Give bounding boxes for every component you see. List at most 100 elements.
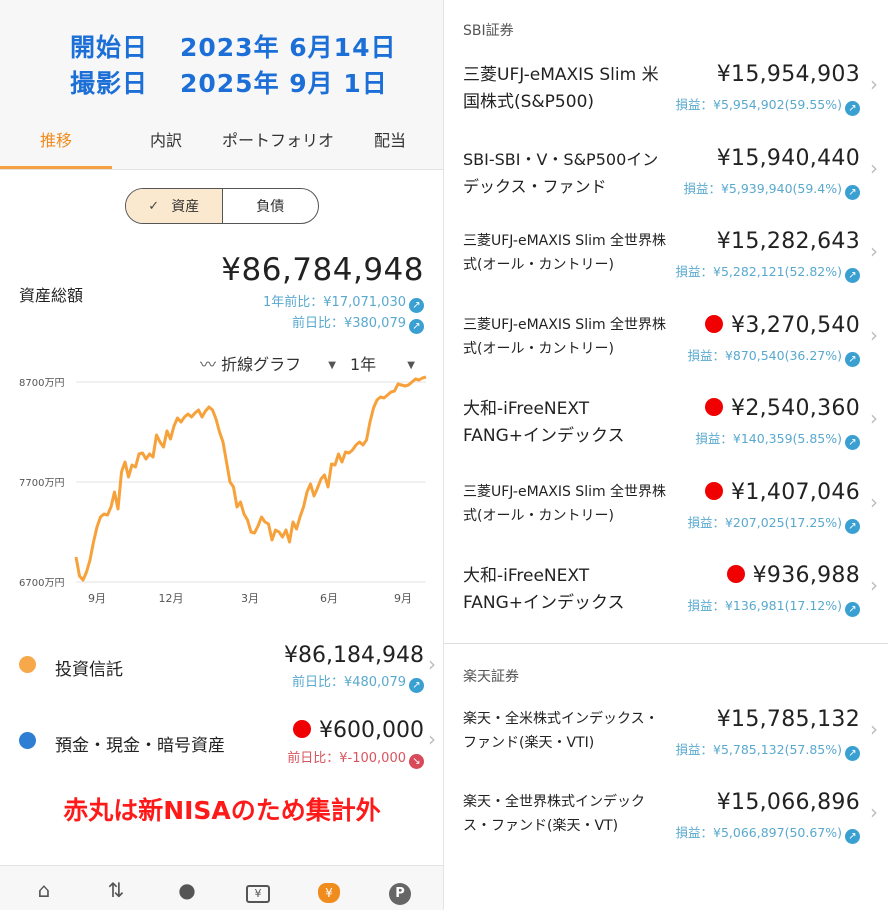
asset-series-line	[74, 375, 427, 582]
fund-value-line: ¥936,988	[726, 563, 860, 588]
bottom-nav: ⌂ ⇅ ● ¥ ¥ P	[0, 865, 443, 910]
nav-assets[interactable]: ¥	[314, 878, 344, 904]
fund-name: 大和-iFreeNEXT FANG+インデックス	[463, 399, 625, 446]
fund-profit-loss-line: 損益：¥5,066,897(50.67%) ↗	[675, 822, 860, 844]
red-dot-note: 赤丸は新NISAのため集計外	[63, 796, 381, 825]
liabilities-toggle-button[interactable]: 負債	[223, 189, 319, 223]
wallet-icon: ¥	[246, 885, 270, 903]
fund-row[interactable]: SBI-SBI・V・S&P500インデックス・ファンド ¥15,940,440 損益…	[444, 146, 888, 226]
fund-value: ¥15,940,440	[716, 145, 860, 171]
assets-toggle-label: 資産	[171, 199, 200, 215]
fund-name: 楽天・全米株式インデックス・ファンド(楽天・VTI)	[463, 711, 659, 751]
fund-value: ¥15,066,896	[716, 790, 860, 815]
fund-value-line: ¥1,407,046	[705, 480, 860, 505]
fund-value-line: ¥2,540,360	[705, 396, 860, 421]
section-divider	[444, 643, 888, 644]
fund-name: 大和-iFreeNEXT FANG+インデックス	[463, 566, 625, 613]
y-tick-label: 7700万円	[19, 478, 64, 489]
home-icon: ⌂	[37, 878, 51, 902]
fund-value: ¥1,407,046	[731, 479, 860, 505]
fund-profit-loss-line: 損益：¥136,981(17.12%) ↗	[687, 595, 860, 617]
fund-profit-loss: 損益：¥5,954,902(59.55%)	[675, 97, 843, 112]
line-chart-icon: 〰	[200, 355, 217, 374]
nav-home[interactable]: ⌂	[29, 878, 59, 904]
red-dot-marker	[705, 314, 724, 333]
chevron-right-icon[interactable]: ›	[870, 239, 878, 263]
fund-name: 三菱UFJ-eMAXIS Slim 米国株式(S&P500)	[463, 65, 659, 112]
fund-value-line: ¥15,785,132	[717, 707, 860, 732]
chevron-right-icon[interactable]: ›	[870, 573, 878, 597]
chevron-right-icon[interactable]: ›	[870, 489, 878, 514]
fund-row[interactable]: 三菱UFJ-eMAXIS Slim 全世界株式(オール・カントリー) ¥1,407…	[444, 480, 888, 560]
fund-row[interactable]: 大和-iFreeNEXT FANG+インデックス ¥936,988 損益：¥136,…	[444, 563, 888, 643]
trend-up-icon: ↗	[845, 435, 860, 450]
chevron-right-icon[interactable]: ›	[428, 652, 436, 676]
fund-profit-loss-line: 損益：¥5,939,940(59.4%) ↗	[683, 178, 860, 200]
y-tick-label: 8700万円	[19, 378, 64, 389]
x-tick-label: 3月	[241, 592, 259, 605]
start-date-value: 2023年 6月14日	[180, 33, 397, 62]
fund-value: ¥2,540,360	[731, 396, 860, 421]
tab-portfolio[interactable]: ポートフォリオ	[221, 131, 334, 150]
chevron-right-icon[interactable]: ›	[870, 322, 878, 347]
fund-row[interactable]: 三菱UFJ-eMAXIS Slim 全世界株式(オール・カントリー) ¥15,28…	[444, 229, 888, 309]
chevron-right-icon[interactable]: ›	[870, 72, 878, 96]
fund-profit-loss-line: 損益：¥870,540(36.27%) ↗	[687, 345, 860, 367]
chevron-right-icon[interactable]: ›	[428, 727, 436, 751]
fund-profit-loss-line: 損益：¥5,954,902(59.55%) ↗	[675, 94, 860, 116]
cash-category-dot	[19, 732, 36, 749]
trend-up-icon: ↗	[845, 101, 860, 116]
period-select[interactable]: 1年 ▼	[350, 351, 415, 375]
nav-budget[interactable]: ●	[172, 878, 202, 904]
fund-profit-loss: 損益：¥136,981(17.12%)	[687, 598, 842, 613]
nav-account[interactable]: ¥	[243, 878, 273, 904]
investment-trust-label: 投資信託	[55, 660, 123, 680]
rakuten-section-title: 楽天証券	[463, 669, 519, 685]
start-date-label: 開始日	[70, 33, 149, 62]
tab-trend[interactable]: 推移	[39, 131, 72, 150]
active-tab-indicator	[0, 166, 112, 169]
fund-row[interactable]: 三菱UFJ-eMAXIS Slim 全世界株式(オール・カントリー) ¥3,270…	[444, 313, 888, 393]
point-icon: P	[389, 883, 411, 905]
tab-dividend[interactable]: 配当	[373, 131, 406, 150]
transfer-icon: ⇅	[107, 878, 125, 902]
fund-profit-loss-line: 損益：¥5,785,132(57.85%) ↗	[676, 739, 860, 761]
cash-label: 預金・現金・暗号資産	[55, 736, 225, 756]
fund-name: SBI-SBI・V・S&P500インデックス・ファンド	[463, 149, 659, 196]
chevron-down-icon: ▼	[407, 360, 415, 371]
assets-toggle-button[interactable]: ✓ 資産	[126, 189, 223, 223]
screenshot-date-value: 2025年 9月 1日	[180, 69, 388, 98]
chevron-right-icon[interactable]: ›	[870, 155, 878, 180]
nav-points[interactable]: P	[385, 878, 415, 905]
chevron-right-icon[interactable]: ›	[870, 800, 878, 824]
nav-transfer[interactable]: ⇅	[101, 878, 131, 904]
check-icon: ✓	[148, 198, 160, 214]
day-compare: 前日比：¥380,079 ↗	[292, 312, 424, 334]
chart-type-select[interactable]: 〰 折線グラフ ▼	[200, 351, 336, 375]
holdings-panel: SBI証券 三菱UFJ-eMAXIS Slim 米国株式(S&P500) ¥15,…	[444, 0, 888, 910]
fund-name: 三菱UFJ-eMAXIS Slim 全世界株式(オール・カントリー)	[463, 233, 667, 273]
day-compare-text: 前日比：¥380,079	[291, 316, 406, 331]
total-assets-value: ¥86,784,948	[221, 252, 424, 288]
screenshot-date-label: 撮影日	[70, 69, 149, 98]
fund-row[interactable]: 大和-iFreeNEXT FANG+インデックス ¥2,540,360 損益：¥14…	[444, 396, 888, 476]
red-dot-marker	[705, 398, 724, 416]
red-dot-marker	[293, 720, 312, 738]
chevron-right-icon[interactable]: ›	[870, 717, 878, 741]
tab-breakdown[interactable]: 内訳	[149, 131, 182, 150]
trend-up-icon: ↗	[845, 351, 860, 367]
fund-row[interactable]: 三菱UFJ-eMAXIS Slim 米国株式(S&P500) ¥15,954,90…	[444, 62, 888, 142]
year-compare: 1年前比：¥17,071,030 ↗	[263, 291, 424, 313]
chart-type-value: 折線グラフ	[221, 355, 302, 374]
fund-row[interactable]: 楽天・全世界株式インデックス・ファンド(楽天・VT) ¥15,066,896 損益：…	[444, 790, 888, 870]
chevron-right-icon[interactable]: ›	[870, 406, 878, 430]
fund-row[interactable]: 楽天・全米株式インデックス・ファンド(楽天・VTI) ¥15,785,132 損益：…	[444, 707, 888, 787]
red-dot-marker	[726, 565, 745, 583]
fund-profit-loss-line: 損益：¥5,282,121(52.82%) ↗	[676, 261, 860, 283]
trend-up-icon: ↗	[409, 298, 424, 313]
fund-profit-loss-line: 損益：¥207,025(17.25%) ↗	[687, 512, 860, 534]
period-value: 1年	[350, 355, 377, 374]
fund-profit-loss: 損益：¥5,066,897(50.67%)	[675, 825, 843, 840]
fund-value: ¥15,282,643	[716, 229, 860, 254]
date-header: 開始日 2023年 6月14日 撮影日 2025年 9月 1日	[0, 0, 443, 118]
